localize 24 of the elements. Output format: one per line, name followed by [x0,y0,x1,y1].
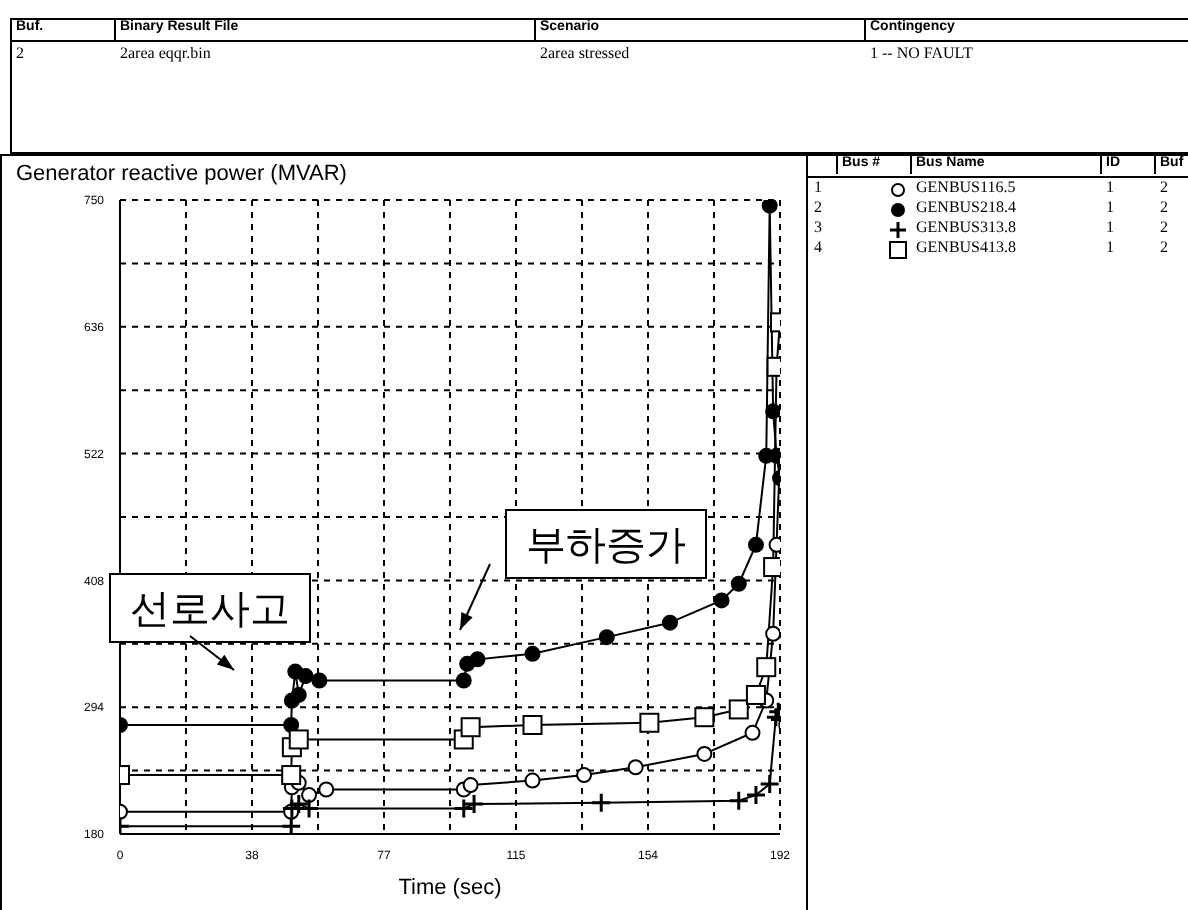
text: 4 [814,238,822,256]
text: 2 [1160,178,1168,196]
legend-label: GENBUS218.4 [916,198,1017,216]
annotation: 부하증가 [526,520,686,568]
text: 1 [1106,218,1114,236]
text: 1 [1106,238,1114,256]
legend-label: GENBUS413.8 [916,238,1017,256]
text: 1 [814,178,822,196]
text: 1 [1106,178,1114,196]
text: 1 -- NO FAULT [870,44,973,62]
text: 2area eqqr.bin [120,44,211,62]
text: 2 [1160,218,1168,236]
text: 3 [814,218,822,236]
chart-title: Generator reactive power (MVAR) [16,162,347,186]
text: 2 [814,198,822,216]
text: 2 [16,44,24,62]
legend-label: GENBUS116.5 [916,178,1016,196]
text: 2area stressed [540,44,630,62]
x-axis-title: Time (sec) [398,876,502,900]
legend-label: GENBUS313.8 [916,218,1017,236]
text: 2 [1160,238,1168,256]
annotation: 선로사고 [130,584,290,632]
text: 1 [1106,198,1114,216]
text: 2 [1160,198,1168,216]
